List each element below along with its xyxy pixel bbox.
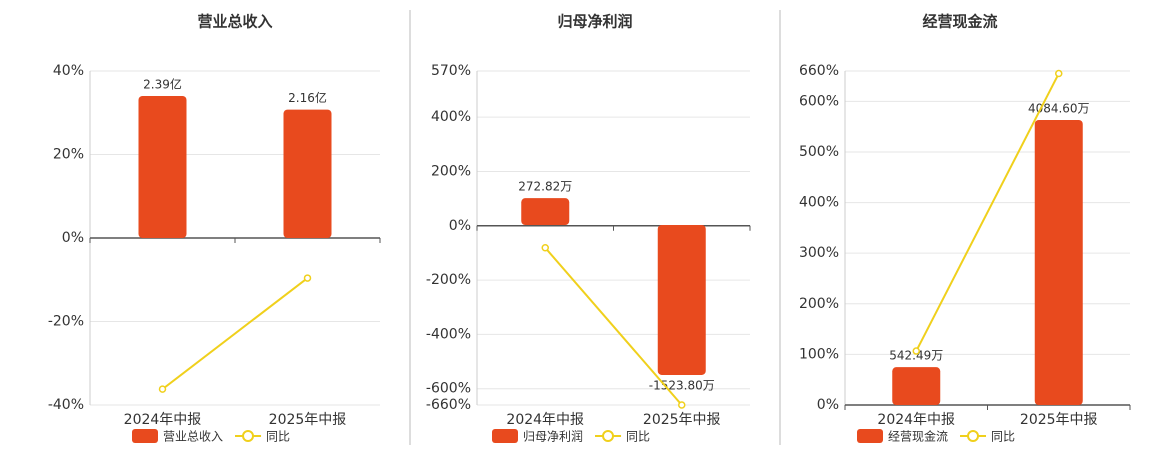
line-point bbox=[158, 385, 167, 393]
y-tick-label: 0% bbox=[817, 397, 839, 413]
y-tick-label: 660% bbox=[799, 63, 839, 79]
legend-swatch bbox=[132, 429, 158, 443]
y-tick-label: 500% bbox=[799, 144, 839, 160]
y-tick-label: 400% bbox=[431, 109, 471, 125]
legend-label: 同比 bbox=[626, 430, 650, 444]
data-label: 542.49万 bbox=[889, 349, 943, 363]
y-tick-label: 100% bbox=[799, 346, 839, 362]
bar bbox=[892, 367, 941, 405]
y-tick-label: 200% bbox=[799, 296, 839, 312]
bar bbox=[521, 198, 570, 226]
x-tick-label: 2024年中报 bbox=[506, 412, 584, 428]
line-point bbox=[541, 244, 549, 252]
legend-marker bbox=[242, 430, 255, 442]
x-tick-label: 2025年中报 bbox=[1020, 412, 1098, 428]
line bbox=[544, 247, 683, 406]
legend-marker bbox=[967, 430, 980, 442]
y-tick-label: -40% bbox=[48, 397, 84, 413]
data-label: 272.82万 bbox=[518, 180, 572, 194]
bar bbox=[657, 225, 706, 375]
line-point bbox=[303, 274, 312, 282]
legend-label: 同比 bbox=[991, 430, 1015, 444]
y-tick-label: 0% bbox=[449, 218, 471, 234]
x-tick-label: 2024年中报 bbox=[124, 412, 202, 428]
y-tick-label: 40% bbox=[53, 63, 84, 79]
y-tick-label: -660% bbox=[426, 397, 471, 413]
y-tick-label: -20% bbox=[48, 314, 84, 330]
legend-label: 归母净利润 bbox=[523, 430, 583, 444]
y-tick-label: 600% bbox=[799, 93, 839, 109]
bar bbox=[138, 95, 187, 239]
y-tick-label: 20% bbox=[53, 147, 84, 163]
x-tick-label: 2025年中报 bbox=[643, 412, 721, 428]
line bbox=[915, 73, 1060, 352]
line bbox=[161, 277, 309, 390]
line-point bbox=[912, 347, 920, 355]
legend-label: 营业总收入 bbox=[163, 430, 223, 444]
bar bbox=[283, 109, 332, 239]
data-label: -1523.80万 bbox=[649, 378, 715, 392]
y-tick-label: 0% bbox=[62, 230, 84, 246]
y-tick-label: -400% bbox=[426, 326, 471, 342]
y-tick-label: 400% bbox=[799, 195, 839, 211]
line-point bbox=[678, 401, 686, 409]
x-tick-label: 2024年中报 bbox=[877, 412, 955, 428]
chart-title: 归母净利润 bbox=[557, 13, 632, 31]
y-tick-label: -600% bbox=[426, 381, 471, 397]
chart-title: 营业总收入 bbox=[197, 13, 272, 31]
y-tick-label: 200% bbox=[431, 163, 471, 179]
legend-swatch bbox=[857, 429, 883, 443]
legend-label: 同比 bbox=[266, 430, 290, 444]
bar bbox=[1034, 120, 1083, 406]
legend-marker bbox=[602, 430, 615, 442]
y-tick-label: 300% bbox=[799, 245, 839, 261]
x-tick-label: 2025年中报 bbox=[269, 412, 347, 428]
y-tick-label: 570% bbox=[431, 63, 471, 79]
data-label: 2.39亿 bbox=[143, 76, 182, 91]
chart-title: 经营现金流 bbox=[922, 13, 997, 31]
line-point bbox=[1055, 69, 1063, 78]
legend-label: 经营现金流 bbox=[888, 429, 948, 444]
legend-swatch bbox=[492, 429, 518, 443]
y-tick-label: -200% bbox=[426, 272, 471, 288]
data-label: 2.16亿 bbox=[288, 90, 327, 105]
